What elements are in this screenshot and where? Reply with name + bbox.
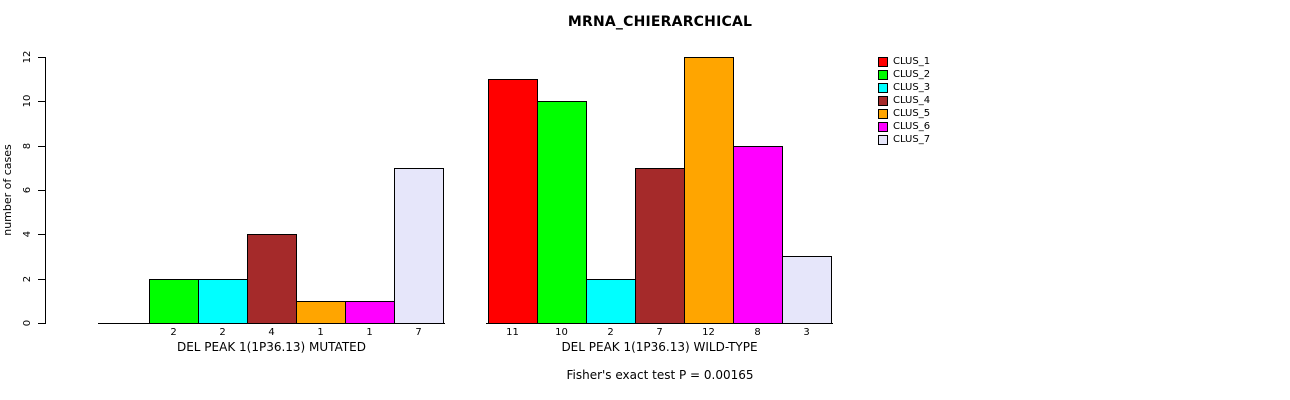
bar-clus_7 (782, 256, 832, 324)
bar-clus_2 (537, 101, 587, 324)
bar-clus_2 (149, 279, 199, 324)
bar-value-label: 10 (555, 327, 568, 338)
legend-label: CLUS_3 (893, 82, 931, 93)
legend-swatch-clus_7 (878, 135, 888, 145)
fisher-test-annotation: Fisher's exact test P = 0.00165 (566, 368, 754, 382)
bar-value-label: 2 (170, 327, 177, 338)
y-tick-mark (38, 323, 45, 324)
y-tick-label: 4 (22, 231, 33, 238)
bar-clus_4 (635, 168, 685, 324)
bar-value-label (100, 327, 149, 339)
bar-value-label: 3 (803, 327, 810, 338)
group-label-mutated: DEL PEAK 1(1P36.13) MUTATED (176, 340, 367, 354)
bar-value-label: 1 (366, 327, 373, 338)
y-tick-label: 0 (22, 319, 33, 327)
y-axis-label: number of cases (1, 144, 14, 236)
bar-value-label: 2 (219, 327, 226, 338)
y-tick-label: 8 (22, 142, 33, 149)
legend-swatch-clus_4 (878, 96, 888, 106)
legend-label: CLUS_4 (893, 95, 931, 106)
legend-entry: CLUS_6 (876, 121, 946, 134)
y-tick-mark (38, 101, 45, 103)
bar-value-label: 8 (754, 327, 761, 338)
y-tick-mark (38, 278, 45, 280)
legend-swatch-clus_6 (878, 122, 888, 132)
y-tick-mark (38, 145, 45, 147)
y-tick-mark (38, 234, 45, 236)
legend-entry: CLUS_1 (876, 56, 946, 69)
y-tick-mark (38, 190, 45, 191)
y-tick-label: 10 (22, 94, 33, 108)
legend-entry: CLUS_7 (876, 134, 946, 147)
legend-entry: CLUS_3 (876, 82, 946, 95)
y-tick-label: 2 (22, 275, 33, 282)
y-tick-label: 12 (22, 50, 33, 64)
legend-entry: CLUS_2 (876, 69, 946, 82)
bar-value-label: 4 (268, 327, 275, 338)
y-tick-label: 6 (22, 186, 33, 194)
legend-label: CLUS_2 (893, 69, 931, 80)
legend-label: CLUS_1 (893, 56, 931, 67)
y-axis-line (45, 57, 46, 324)
bar-value-label: 12 (702, 327, 715, 338)
bar-value-label: 11 (506, 327, 519, 338)
bar-value-label: 7 (656, 327, 663, 338)
legend-label: CLUS_5 (893, 108, 931, 119)
bar-value-label: 7 (415, 327, 422, 338)
y-tick-mark (38, 57, 45, 58)
legend-swatch-clus_5 (878, 109, 888, 119)
bar-value-label: 1 (317, 327, 324, 338)
legend-swatch-clus_2 (878, 70, 888, 80)
legend-swatch-clus_1 (878, 57, 888, 67)
bar-clus_5 (296, 301, 346, 324)
bar-clus_5 (684, 57, 734, 324)
bar-clus_4 (247, 234, 297, 324)
legend-label: CLUS_7 (893, 134, 931, 145)
bar-clus_7 (394, 168, 444, 324)
bar-value-label: 2 (607, 327, 614, 338)
chart-title: MRNA_CHIERARCHICAL (567, 14, 753, 30)
bar-clus_6 (345, 301, 395, 324)
legend-entry: CLUS_5 (876, 108, 946, 121)
bar-clus_6 (733, 146, 783, 324)
legend-entry: CLUS_4 (876, 95, 946, 108)
bar-clus_3 (586, 279, 636, 324)
legend-swatch-clus_3 (878, 83, 888, 93)
bar-clus_3 (198, 279, 248, 324)
legend-label: CLUS_6 (893, 121, 931, 132)
bar-clus_1 (488, 79, 538, 324)
group-label-wild-type: DEL PEAK 1(1P36.13) WILD-TYPE (561, 340, 758, 354)
